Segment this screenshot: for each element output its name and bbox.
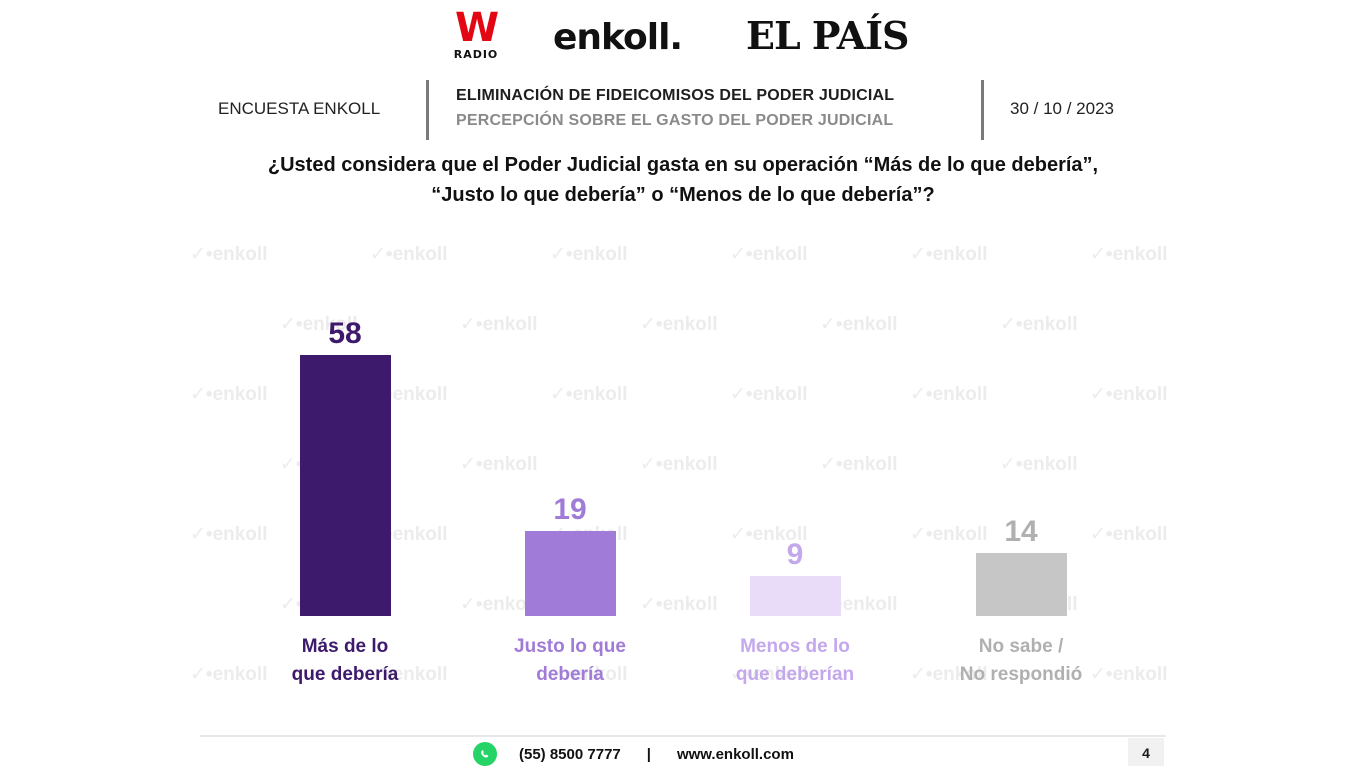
watermark-text: ✓•enkoll <box>550 244 628 265</box>
category-label: Justo lo que debería <box>514 636 626 685</box>
bar <box>749 575 841 616</box>
header-divider-left <box>426 80 429 140</box>
watermark-text: ✓•enkoll <box>190 244 268 265</box>
w-radio-logo-text: RADIO <box>453 48 499 61</box>
w-radio-logo: W RADIO <box>448 8 504 66</box>
category-label: No sabe / No respondió <box>959 636 1083 685</box>
footer-separator: | <box>646 745 651 763</box>
data-label: 14 <box>1004 515 1038 548</box>
watermark-text: ✓•enkoll <box>1090 244 1168 265</box>
survey-date: 30 / 10 / 2023 <box>1010 99 1114 118</box>
watermark-text: ✓•enkoll <box>370 244 448 265</box>
data-label: 19 <box>553 492 587 526</box>
survey-question: ¿Usted considera que el Poder Judicial g… <box>183 150 1183 210</box>
page-number: 4 <box>1128 738 1164 766</box>
survey-label: ENCUESTA ENKOLL <box>218 99 381 118</box>
watermark-text: ✓•enkoll <box>730 244 808 265</box>
bar-chart: 58 Más de lo que debería 19 Justo lo que de… <box>200 290 1170 700</box>
whatsapp-icon <box>473 742 497 766</box>
w-radio-logo-mark: W <box>454 5 499 51</box>
data-label: 58 <box>328 317 362 350</box>
survey-question-line-1: ¿Usted considera que el Poder Judicial g… <box>267 154 1099 176</box>
footer-contact: (55) 8500 7777 | www.enkoll.com <box>473 741 794 767</box>
category-label: Más de lo que debería <box>291 636 399 685</box>
header-subtitle: PERCEPCIÓN SOBRE EL GASTO DEL PODER JUDI… <box>456 112 894 129</box>
data-label: 9 <box>786 537 804 571</box>
el-pais-logo: EL PAÍS <box>746 13 909 58</box>
enkoll-logo: enkoll. <box>553 17 683 58</box>
bar <box>975 553 1067 616</box>
footer-divider <box>200 735 1166 737</box>
bar <box>299 355 391 616</box>
watermark-text: ✓•enkoll <box>910 244 988 265</box>
category-label: Menos de lo que deberían <box>735 636 855 685</box>
bar <box>524 530 616 616</box>
footer-website: www.enkoll.com <box>676 745 794 763</box>
survey-question-line-2: “Justo lo que debería” o “Menos de lo qu… <box>431 184 935 206</box>
footer-phone: (55) 8500 7777 <box>519 745 621 763</box>
header-divider-right <box>981 80 984 140</box>
header-title: ELIMINACIÓN DE FIDEICOMISOS DEL PODER JU… <box>456 87 895 104</box>
